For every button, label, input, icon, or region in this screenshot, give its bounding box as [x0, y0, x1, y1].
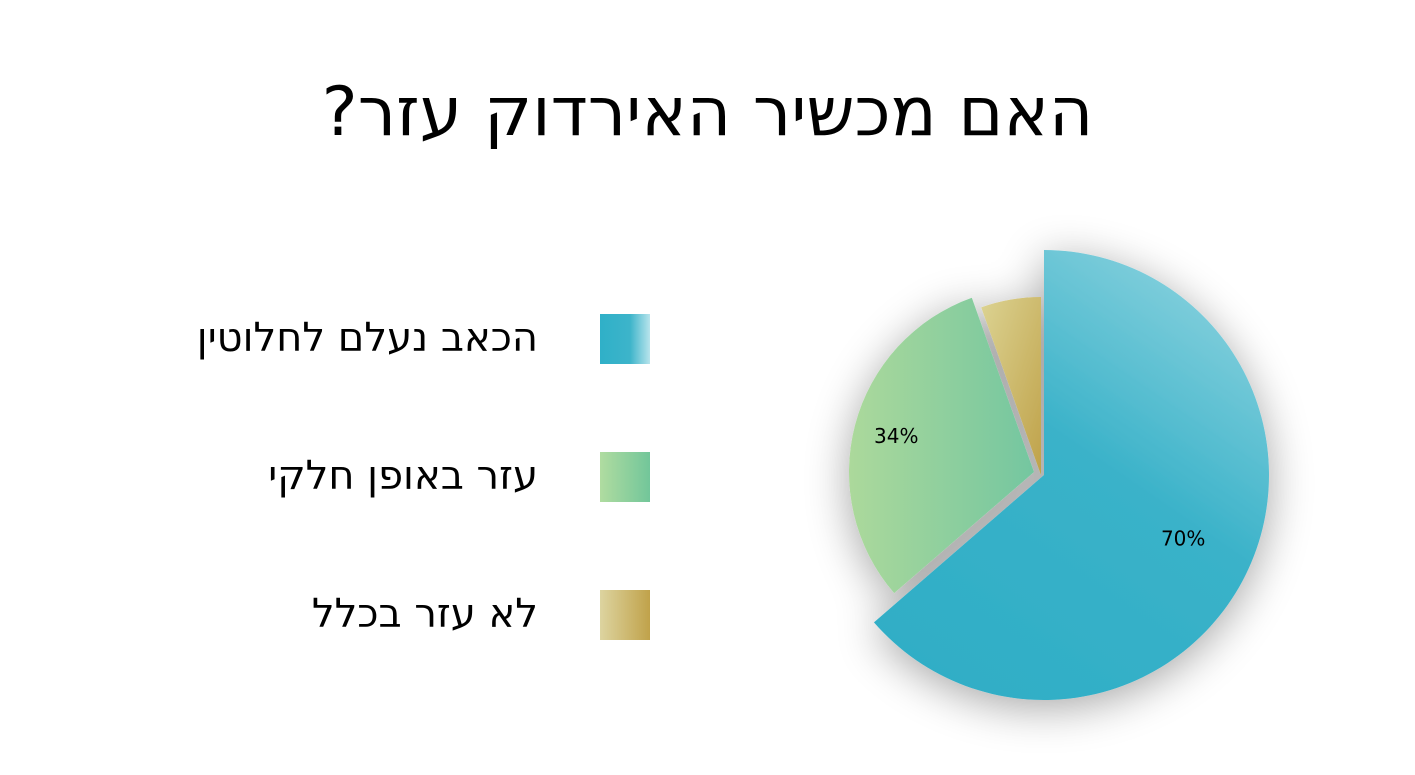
data-label-partial-help: 34%	[874, 424, 918, 448]
legend-label: לא עזר בכלל	[311, 591, 538, 637]
legend-swatch-gold	[600, 590, 650, 640]
legend-swatch-green	[600, 452, 650, 502]
pie-slice-complete-relief	[873, 250, 1269, 700]
pie-slice-no-help	[981, 297, 1041, 475]
legend-label: הכאב נעלם לחלוטין	[196, 315, 538, 361]
chart-title: האם מכשיר האירדוק עזר?	[321, 73, 1094, 152]
pie-chart: 70% 34%	[849, 250, 1269, 700]
data-label-complete-relief: 70%	[1161, 527, 1205, 551]
legend-item-partial-help: עזר באופן חלקי	[0, 448, 660, 508]
legend-swatch-blue	[600, 314, 650, 364]
legend-item-complete-relief: הכאב נעלם לחלוטין	[0, 310, 660, 370]
legend-item-no-help: לא עזר בכלל	[0, 586, 660, 646]
legend: הכאב נעלם לחלוטין עזר באופן חלקי	[0, 310, 660, 646]
legend-label: עזר באופן חלקי	[268, 453, 538, 499]
pie-slice-partial-help	[849, 297, 1034, 594]
